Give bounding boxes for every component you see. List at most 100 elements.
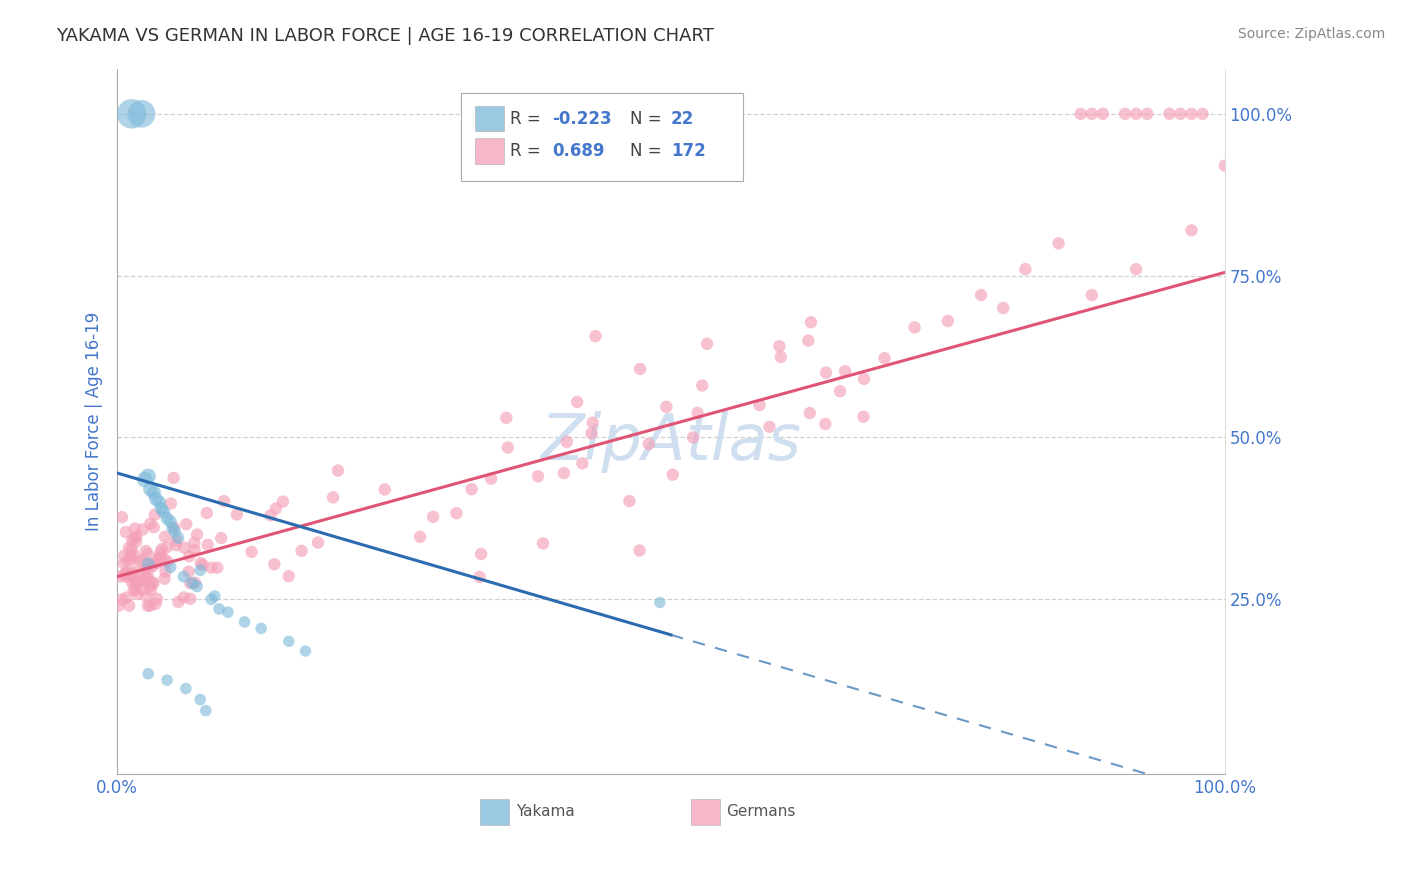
Point (290, 544, 312, 558)
Point (111, 592, 134, 607)
Point (853, 372, 876, 386)
Point (446, 506, 468, 520)
Point (233, 615, 256, 629)
Point (111, 510, 134, 524)
Point (110, 569, 132, 583)
Point (769, 350, 792, 364)
Point (797, 334, 820, 348)
Y-axis label: In Labor Force | Age 16-19: In Labor Force | Age 16-19 (86, 311, 103, 531)
Point (139, 582, 162, 597)
Point (322, 491, 344, 505)
Point (139, 557, 162, 571)
Point (1159, 107, 1181, 121)
Point (852, 409, 875, 424)
Point (240, 545, 263, 559)
Point (124, 522, 146, 536)
Point (127, 587, 149, 601)
Point (263, 558, 285, 572)
Point (134, 564, 156, 578)
Point (174, 517, 197, 532)
Point (132, 582, 155, 596)
Text: R =: R = (510, 142, 541, 160)
Point (1191, 107, 1213, 121)
Point (153, 572, 176, 586)
Point (117, 555, 139, 569)
Point (686, 406, 709, 420)
Point (136, 547, 159, 561)
Point (136, 567, 159, 582)
Point (136, 557, 159, 571)
Point (115, 566, 138, 581)
Point (799, 406, 821, 420)
Point (1180, 223, 1202, 237)
Point (125, 576, 148, 591)
Point (167, 531, 190, 545)
Point (479, 472, 502, 486)
Point (682, 430, 704, 444)
FancyBboxPatch shape (475, 138, 503, 164)
Point (139, 599, 162, 613)
Point (159, 560, 181, 574)
Point (153, 530, 176, 544)
Point (162, 471, 184, 485)
Point (460, 482, 482, 496)
Point (250, 621, 273, 635)
Point (135, 589, 157, 603)
Point (581, 426, 603, 441)
Point (582, 416, 605, 430)
Point (160, 496, 183, 510)
Point (179, 549, 201, 564)
Point (495, 410, 517, 425)
Point (207, 560, 229, 574)
Point (468, 570, 491, 584)
Point (555, 434, 578, 449)
Point (217, 605, 239, 619)
Point (121, 107, 143, 121)
Point (156, 540, 179, 554)
Point (136, 599, 159, 613)
Point (200, 560, 222, 574)
Point (186, 527, 208, 541)
Point (814, 366, 837, 380)
Point (120, 548, 142, 562)
Point (135, 562, 157, 576)
Point (208, 602, 231, 616)
Point (122, 583, 145, 598)
Point (139, 558, 162, 573)
Point (152, 505, 174, 519)
Point (527, 469, 550, 483)
Point (194, 704, 217, 718)
Point (128, 555, 150, 569)
Point (271, 494, 294, 508)
Point (156, 511, 179, 525)
Point (115, 569, 138, 583)
Point (619, 494, 641, 508)
Point (1091, 107, 1114, 121)
Point (1136, 107, 1159, 121)
Text: Source: ZipAtlas.com: Source: ZipAtlas.com (1237, 27, 1385, 41)
Point (145, 491, 167, 506)
Point (121, 542, 143, 557)
Point (190, 556, 212, 570)
FancyBboxPatch shape (475, 106, 503, 131)
Point (294, 644, 316, 658)
Point (768, 339, 790, 353)
Point (628, 543, 651, 558)
Text: N =: N = (630, 110, 662, 128)
Point (628, 362, 651, 376)
Point (1114, 107, 1136, 121)
Point (149, 550, 172, 565)
Point (195, 506, 218, 520)
Point (150, 542, 173, 557)
Text: -0.223: -0.223 (553, 110, 612, 128)
Point (142, 576, 165, 591)
Point (188, 692, 211, 706)
Point (1014, 262, 1036, 277)
Point (149, 545, 172, 559)
Point (1125, 262, 1147, 277)
Point (1180, 107, 1202, 121)
Point (565, 395, 588, 409)
Point (143, 508, 166, 522)
Point (121, 575, 143, 590)
Text: Germans: Germans (727, 804, 796, 819)
